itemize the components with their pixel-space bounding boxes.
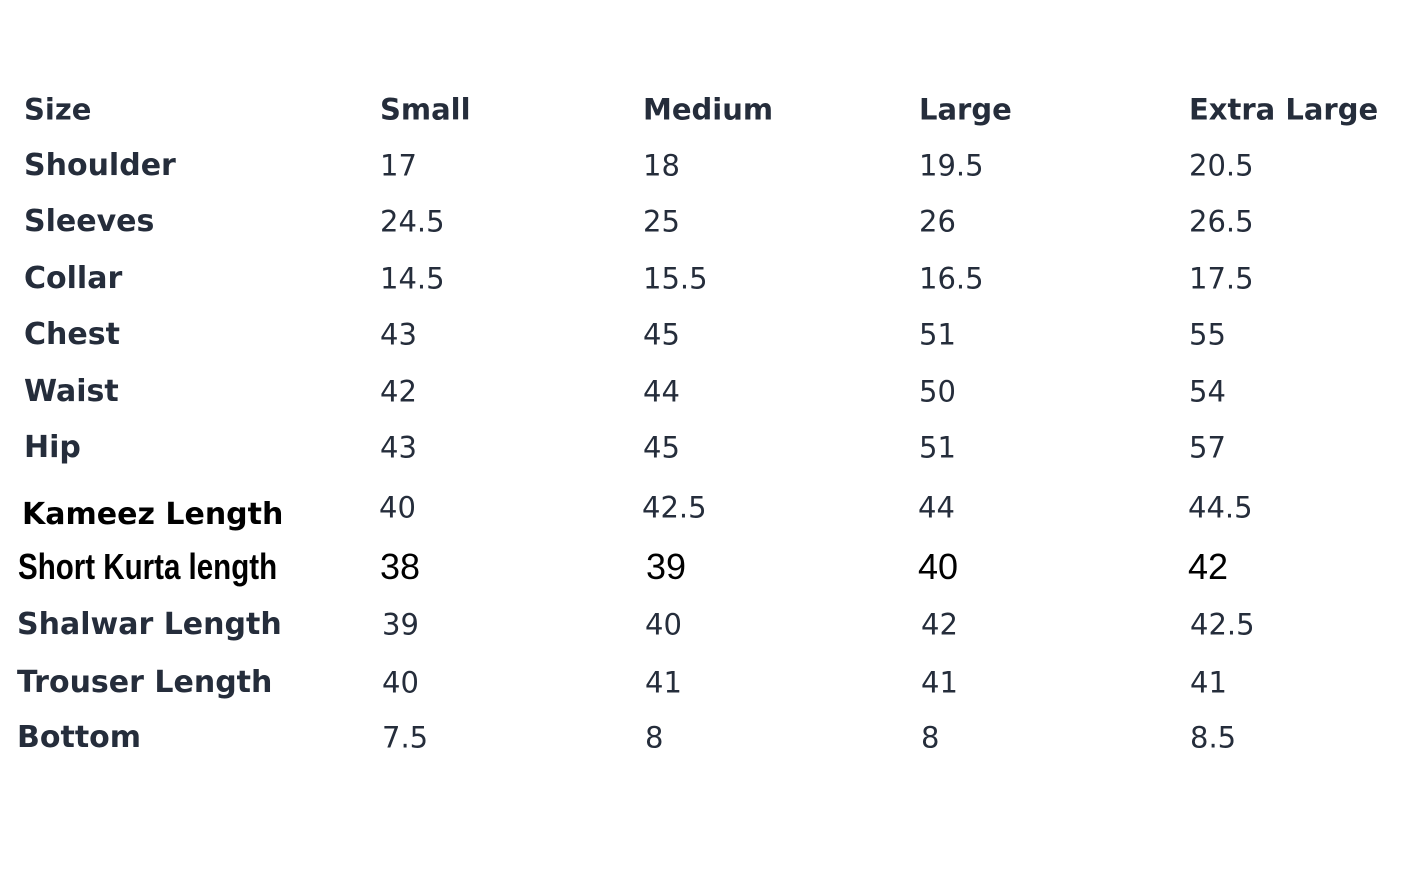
value-cell: 26.5 (1189, 204, 1254, 239)
row-label: Shalwar Length (17, 607, 282, 642)
header-cell: Large (919, 92, 1012, 127)
value-cell: 42 (1188, 546, 1229, 587)
value-cell: 42 (380, 374, 417, 409)
row-label: Waist (24, 374, 119, 409)
row-label: Kameez Length (22, 497, 284, 532)
value-cell: 44 (918, 490, 955, 525)
value-cell: 42 (921, 607, 958, 642)
row-label: Short Kurta length (18, 546, 278, 587)
value-cell: 40 (645, 607, 682, 642)
value-cell: 41 (1190, 665, 1227, 700)
value-cell: 51 (919, 430, 956, 465)
value-cell: 40 (379, 490, 416, 525)
value-cell: 18 (643, 148, 680, 183)
value-cell: 44 (643, 374, 680, 409)
value-cell: 7.5 (382, 720, 429, 755)
value-cell: 42.5 (1190, 607, 1255, 642)
row-label: Bottom (17, 720, 142, 755)
value-cell: 55 (1189, 317, 1226, 352)
row-label: Hip (24, 430, 81, 465)
value-cell: 41 (645, 665, 682, 700)
row-label: Shoulder (24, 148, 176, 183)
value-cell: 43 (380, 317, 417, 352)
value-cell: 50 (919, 374, 956, 409)
row-label: Collar (24, 261, 123, 296)
row-label: Sleeves (24, 204, 155, 239)
value-cell: 38 (380, 546, 421, 587)
row-label: Chest (24, 317, 120, 352)
value-cell: 57 (1189, 430, 1226, 465)
value-cell: 17.5 (1189, 261, 1254, 296)
value-cell: 42.5 (642, 490, 707, 525)
value-cell: 45 (643, 317, 680, 352)
value-cell: 19.5 (919, 148, 984, 183)
header-cell: Size (24, 92, 92, 127)
value-cell: 39 (646, 546, 687, 587)
row-label: Trouser Length (17, 665, 273, 700)
value-cell: 39 (382, 607, 419, 642)
value-cell: 26 (919, 204, 956, 239)
value-cell: 44.5 (1188, 490, 1253, 525)
header-cell: Small (380, 92, 471, 127)
value-cell: 40 (382, 665, 419, 700)
value-cell: 41 (921, 665, 958, 700)
value-cell: 40 (918, 546, 959, 587)
value-cell: 51 (919, 317, 956, 352)
value-cell: 43 (380, 430, 417, 465)
value-cell: 45 (643, 430, 680, 465)
value-cell: 24.5 (380, 204, 445, 239)
value-cell: 8 (645, 720, 664, 755)
value-cell: 16.5 (919, 261, 984, 296)
value-cell: 20.5 (1189, 148, 1254, 183)
value-cell: 8.5 (1190, 720, 1237, 755)
header-cell: Extra Large (1189, 92, 1379, 127)
value-cell: 17 (380, 148, 417, 183)
value-cell: 15.5 (643, 261, 708, 296)
value-cell: 8 (921, 720, 940, 755)
value-cell: 25 (643, 204, 680, 239)
value-cell: 14.5 (380, 261, 445, 296)
value-cell: 54 (1189, 374, 1226, 409)
header-cell: Medium (643, 92, 774, 127)
